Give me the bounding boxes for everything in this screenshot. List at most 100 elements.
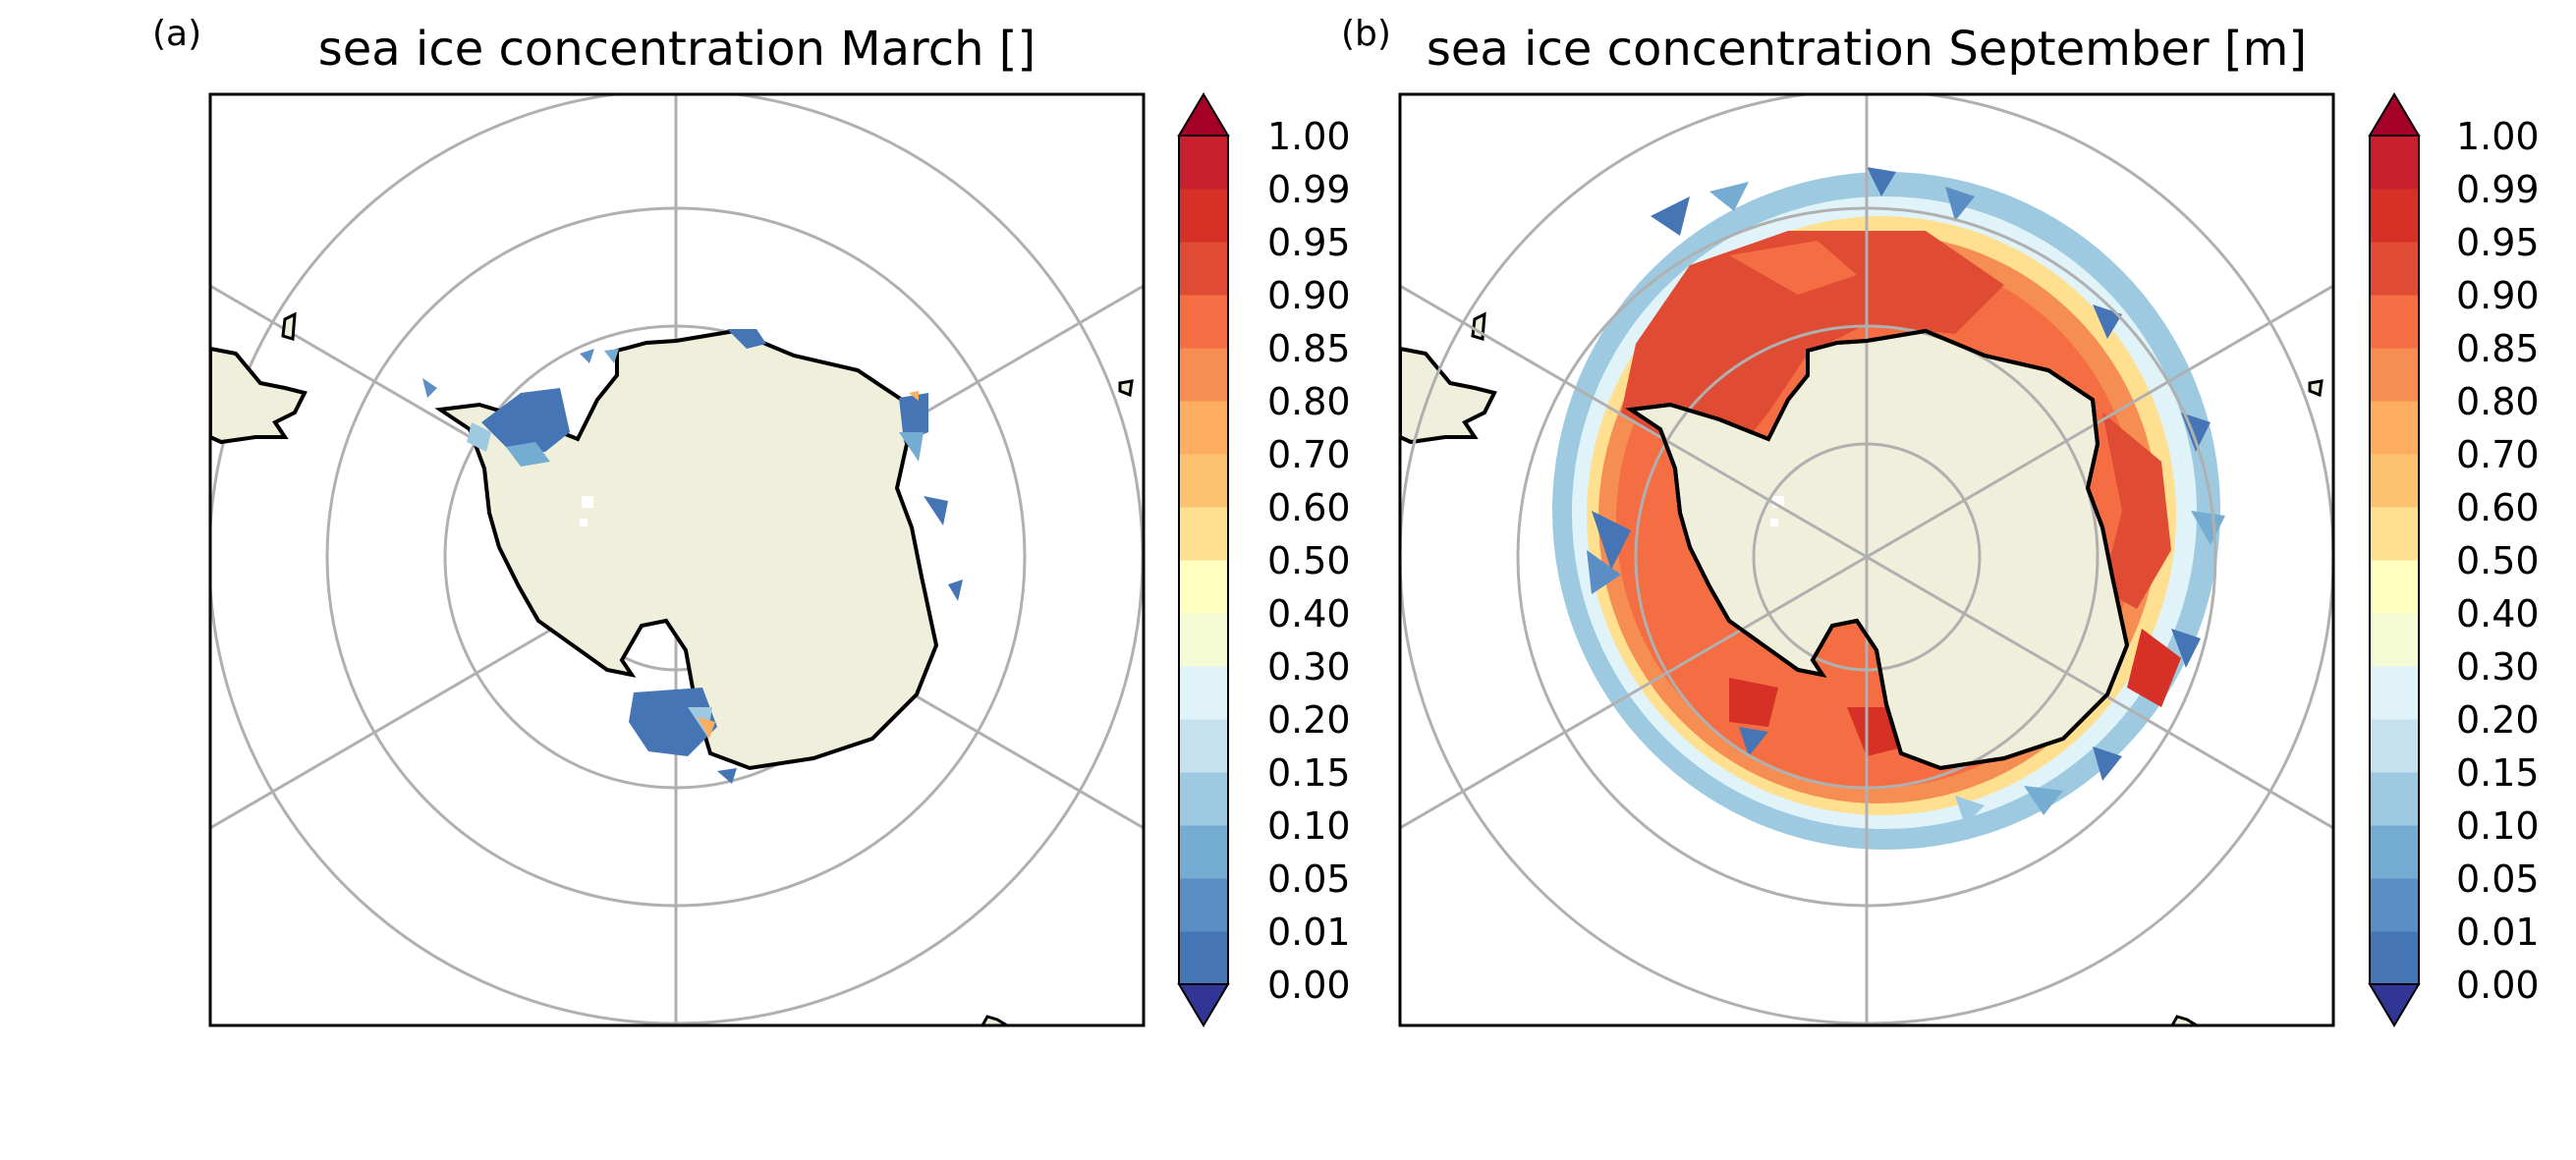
colorbar-tick: 0.99 bbox=[2456, 168, 2540, 211]
panel-b-title: sea ice concentration September [m] bbox=[1427, 22, 2307, 77]
ice-patch bbox=[2102, 413, 2171, 609]
colorbar-band bbox=[1179, 348, 1228, 402]
colorbar-tick: 0.15 bbox=[1267, 751, 1351, 795]
panel-a: (a) sea ice concentration March [] bbox=[152, 14, 1351, 1027]
colorbar-tick: 0.80 bbox=[1267, 380, 1351, 423]
colorbar-tick: 0.90 bbox=[2456, 274, 2540, 317]
colorbar-bands bbox=[2370, 136, 2419, 985]
ice-patch bbox=[467, 422, 491, 452]
colorbar-tick: 0.99 bbox=[1267, 168, 1351, 211]
colorbar-tick: 0.15 bbox=[2456, 751, 2540, 795]
colorbar-band bbox=[2370, 666, 2419, 720]
ice-patch bbox=[1651, 196, 1690, 236]
panel-a-island-1 bbox=[281, 311, 297, 341]
colorbar-band bbox=[2370, 931, 2419, 985]
colorbar-band bbox=[1179, 825, 1228, 879]
colorbar-tick: 0.01 bbox=[2456, 911, 2540, 954]
colorbar-band bbox=[1179, 454, 1228, 508]
panel-b-island-3 bbox=[2170, 1015, 2200, 1025]
panel-a-island-3 bbox=[980, 1015, 1010, 1025]
panel-a-antarctica bbox=[438, 329, 938, 770]
panel-a-ice bbox=[422, 329, 963, 784]
colorbar-extend-min bbox=[1177, 983, 1230, 1027]
panel-b-island-2 bbox=[2308, 379, 2324, 398]
colorbar-band bbox=[1179, 295, 1228, 349]
ice-patch bbox=[2093, 746, 2122, 781]
ice-patch bbox=[1621, 231, 2004, 462]
ice-patch bbox=[1729, 678, 1778, 727]
panel-b: (b) sea ice concentration September [m] bbox=[1341, 14, 2540, 1027]
colorbar-extend-max bbox=[1177, 92, 1230, 137]
colorbar-tick: 0.01 bbox=[1267, 911, 1351, 954]
ice-patch bbox=[604, 349, 619, 363]
colorbar-tick: 0.30 bbox=[1267, 645, 1351, 689]
colorbar-band bbox=[1179, 189, 1228, 243]
colorbar-band bbox=[2370, 878, 2419, 932]
colorbar-tick: 0.85 bbox=[1267, 327, 1351, 370]
panel-a-frame bbox=[208, 92, 1146, 1027]
colorbar-band bbox=[2370, 613, 2419, 667]
colorbar-tick: 0.10 bbox=[2456, 804, 2540, 848]
colorbar-band bbox=[2370, 507, 2419, 561]
ice-patch bbox=[2127, 629, 2181, 707]
ice-patch bbox=[1945, 187, 1975, 221]
panel-a-map bbox=[210, 94, 1144, 1025]
colorbar-band bbox=[1179, 613, 1228, 667]
colorbar-tick: 0.50 bbox=[1267, 539, 1351, 582]
panel-b-map bbox=[1400, 94, 2333, 1025]
colorbar-bands bbox=[1179, 136, 1228, 985]
colorbar-band bbox=[1179, 666, 1228, 720]
colorbar-tick: 0.50 bbox=[2456, 539, 2540, 582]
panel-a-island-2 bbox=[1118, 379, 1134, 398]
colorbar-band bbox=[1179, 560, 1228, 614]
ice-patch bbox=[1587, 550, 1621, 594]
ice-patch bbox=[2191, 511, 2225, 545]
colorbar-band bbox=[2370, 242, 2419, 296]
colorbar-tick: 0.90 bbox=[1267, 274, 1351, 317]
colorbar-extend-min bbox=[2368, 983, 2421, 1027]
colorbar-band bbox=[2370, 825, 2419, 879]
colorbar-tick: 0.05 bbox=[2456, 857, 2540, 901]
ice-patch bbox=[924, 496, 948, 525]
colorbar-tick: 0.70 bbox=[1267, 433, 1351, 476]
colorbar-tick: 0.40 bbox=[1267, 592, 1351, 635]
colorbar-band bbox=[1179, 401, 1228, 455]
panel-b-label: (b) bbox=[1341, 14, 1391, 54]
ice-patch bbox=[698, 717, 715, 739]
colorbar-tick: 0.10 bbox=[1267, 804, 1351, 848]
ice-patch bbox=[1867, 167, 1896, 196]
colorbar-band bbox=[1179, 507, 1228, 561]
colorbar-tick: 1.00 bbox=[2456, 115, 2540, 158]
colorbar-band bbox=[2370, 295, 2419, 349]
colorbar-tick: 0.20 bbox=[2456, 698, 2540, 742]
colorbar-tick: 0.80 bbox=[2456, 380, 2540, 423]
colorbar-tick: 0.85 bbox=[2456, 327, 2540, 370]
colorbar-band bbox=[2370, 401, 2419, 455]
colorbar-tick: 0.30 bbox=[2456, 645, 2540, 689]
ice-patch bbox=[1729, 241, 1857, 295]
colorbar-tick: 0.70 bbox=[2456, 433, 2540, 476]
colorbar-band bbox=[1179, 136, 1228, 190]
ice-patch bbox=[1739, 727, 1768, 756]
colorbar-band bbox=[2370, 348, 2419, 402]
colorbar-tick: 0.95 bbox=[2456, 221, 2540, 264]
ice-patch bbox=[1955, 796, 1985, 825]
colorbar-tick: 0.95 bbox=[1267, 221, 1351, 264]
colorbar-tick-labels: 1.00 0.99 0.95 0.90 0.85 0.80 0.70 0.60 … bbox=[1267, 115, 1351, 1007]
panel-a-colorbar: 1.00 0.99 0.95 0.90 0.85 0.80 0.70 0.60 … bbox=[1177, 92, 1351, 1027]
ice-patch bbox=[899, 432, 924, 462]
colorbar-tick: 0.60 bbox=[1267, 486, 1351, 529]
ice-patch bbox=[1709, 182, 1749, 211]
ice-patch bbox=[899, 393, 928, 442]
colorbar-band bbox=[1179, 931, 1228, 985]
ice-patch bbox=[2171, 629, 2201, 668]
ice-patch bbox=[422, 378, 437, 398]
colorbar-tick: 0.40 bbox=[2456, 592, 2540, 635]
ice-patch bbox=[717, 768, 737, 784]
colorbar-tick: 0.00 bbox=[2456, 964, 2540, 1007]
ice-patch bbox=[506, 442, 550, 467]
colorbar-tick: 0.60 bbox=[2456, 486, 2540, 529]
panel-b-frame bbox=[1398, 92, 2335, 1027]
panel-b-south-america bbox=[1400, 346, 1497, 445]
colorbar-tick: 0.20 bbox=[1267, 698, 1351, 742]
